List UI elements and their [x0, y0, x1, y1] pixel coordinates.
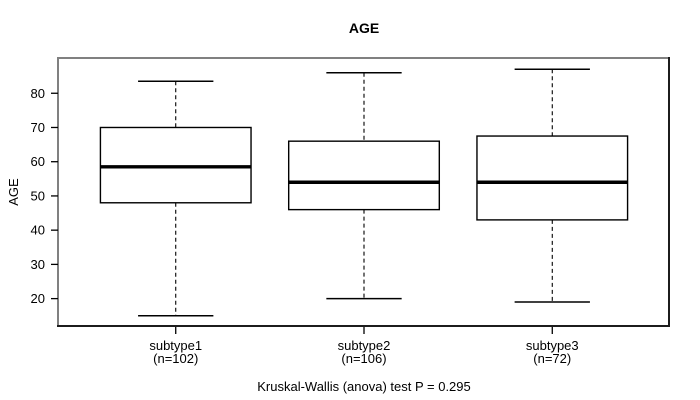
iqr-box — [287, 140, 441, 211]
y-tick-label: 40 — [31, 223, 45, 238]
y-tick-label: 60 — [31, 154, 45, 169]
box-group-subtype3 — [476, 68, 629, 303]
group-sublabel-subtype3: (n=72) — [533, 351, 571, 366]
boxplot-groups — [99, 68, 629, 317]
box-group-subtype1 — [99, 80, 252, 317]
group-label-subtype3: subtype3 — [526, 338, 579, 353]
chart-title: AGE — [349, 20, 379, 36]
iqr-box — [99, 126, 252, 204]
group-label-subtype2: subtype2 — [338, 338, 391, 353]
group-sublabel-subtype1: (n=102) — [153, 351, 198, 366]
y-tick-label: 30 — [31, 257, 45, 272]
iqr-box — [476, 135, 629, 221]
y-tick-label: 70 — [31, 120, 45, 135]
group-sublabel-subtype2: (n=106) — [341, 351, 386, 366]
x-axis: subtype1(n=102) subtype2(n=106) subtype3(n… — [149, 327, 579, 366]
stats-caption: Kruskal-Wallis (anova) test P = 0.295 — [257, 379, 471, 394]
y-tick-label: 20 — [31, 291, 45, 306]
group-label-subtype1: subtype1 — [149, 338, 202, 353]
y-axis: 20 30 40 50 60 70 80 — [31, 86, 58, 306]
box-group-subtype2 — [287, 71, 441, 300]
plot-frame — [57, 57, 670, 327]
y-tick-label: 50 — [31, 188, 45, 203]
y-tick-label: 80 — [31, 86, 45, 101]
y-axis-label: AGE — [6, 178, 21, 206]
